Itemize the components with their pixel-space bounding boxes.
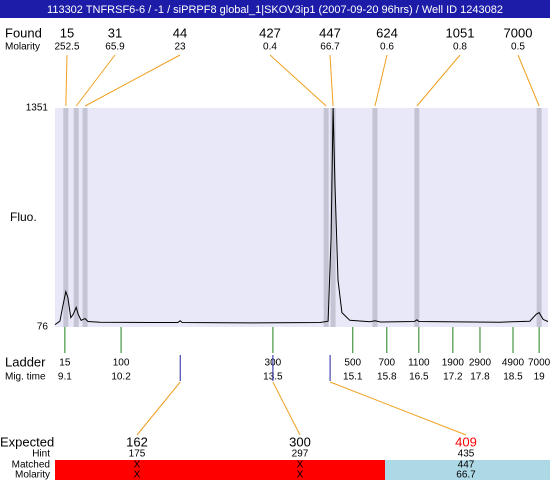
matched-molarity: X <box>134 470 141 480</box>
matched-molarity: 66.7 <box>456 470 476 480</box>
found-molarity: 0.5 <box>511 42 525 53</box>
mig-time: 17.2 <box>443 372 463 383</box>
peak-connector <box>75 54 116 107</box>
expected-molarity-label: Molarity <box>15 470 50 480</box>
found-size: 15 <box>60 25 74 40</box>
found-size: 427 <box>259 25 281 40</box>
found-molarity: 65.9 <box>105 42 125 53</box>
matched-molarity: X <box>297 470 304 480</box>
found-label: Found <box>5 25 42 40</box>
y-tick-label: 1351 <box>26 103 49 114</box>
expected-size: 162 <box>126 434 148 449</box>
found-size: 7000 <box>504 25 533 40</box>
matched-size: 447 <box>458 460 475 471</box>
hint-size: 435 <box>458 449 475 460</box>
matched-size: X <box>134 460 141 471</box>
hint-label: Hint <box>32 449 50 460</box>
found-molarity: 252.5 <box>54 42 79 53</box>
match-status <box>220 460 385 480</box>
mig-time-label: Mig. time <box>5 372 46 383</box>
mig-time: 15.1 <box>343 372 363 383</box>
title: 113302 TNFRSF6-6 / -1 / siPRPF8 global_1… <box>47 4 503 16</box>
mig-time: 17.8 <box>470 372 490 383</box>
peak-band <box>414 108 420 327</box>
expected-connector <box>329 381 467 436</box>
found-size: 1051 <box>446 25 475 40</box>
peak-connector <box>517 54 540 107</box>
peak-connector <box>65 54 68 107</box>
matched-size: X <box>297 460 304 471</box>
peak-band <box>372 108 378 327</box>
expected-connector <box>136 381 181 436</box>
mig-time: 10.2 <box>111 372 131 383</box>
peak-connector <box>269 54 327 107</box>
found-molarity: 23 <box>174 42 186 53</box>
peak-band <box>330 108 336 327</box>
match-status <box>55 460 221 480</box>
mig-time: 19 <box>534 372 546 383</box>
found-size: 44 <box>173 25 187 40</box>
plot-area <box>55 108 548 327</box>
ladder-size: 7000 <box>528 358 550 369</box>
ladder-size: 100 <box>113 358 130 369</box>
found-molarity: 0.6 <box>380 42 394 53</box>
ladder-size: 700 <box>378 358 395 369</box>
peak-band <box>323 108 329 327</box>
found-size: 447 <box>319 25 341 40</box>
ladder-size: 15 <box>59 358 71 369</box>
ladder-size: 1100 <box>408 358 430 369</box>
y-axis-label: Fluo. <box>10 210 37 224</box>
expected-size: 409 <box>455 434 477 449</box>
y-tick-label: 76 <box>37 322 49 333</box>
ladder-size: 1900 <box>442 358 465 369</box>
peak-band <box>536 108 542 327</box>
mig-time: 9.1 <box>58 372 72 383</box>
peak-connector <box>416 54 461 107</box>
peak-connector <box>374 54 388 107</box>
title-bar <box>0 0 550 18</box>
found-molarity: 0.8 <box>453 42 467 53</box>
found-molarity: 0.4 <box>263 42 277 53</box>
found-size: 31 <box>108 25 122 40</box>
expected-label: Expected <box>0 434 54 449</box>
peak-connector <box>84 54 181 107</box>
mig-time: 16.5 <box>409 372 429 383</box>
peak-connector <box>329 54 334 107</box>
found-size: 624 <box>376 25 398 40</box>
mig-time: 15.8 <box>377 372 397 383</box>
mig-time: 18.5 <box>503 372 523 383</box>
ladder-size: 2900 <box>469 358 492 369</box>
match-status <box>385 460 550 480</box>
matched-label: Matched <box>12 460 50 471</box>
hint-size: 175 <box>129 449 146 460</box>
ladder-size: 500 <box>344 358 361 369</box>
hint-size: 297 <box>292 449 309 460</box>
found-molarity: 66.7 <box>320 42 340 53</box>
peak-band <box>63 108 69 327</box>
peak-band <box>73 108 79 327</box>
expected-size: 300 <box>289 434 311 449</box>
molarity-label: Molarity <box>5 42 40 53</box>
ladder-size: 4900 <box>502 358 525 369</box>
trace <box>54 107 549 326</box>
expected-connector <box>272 381 301 436</box>
peak-band <box>82 108 88 327</box>
ladder-label: Ladder <box>5 354 46 369</box>
